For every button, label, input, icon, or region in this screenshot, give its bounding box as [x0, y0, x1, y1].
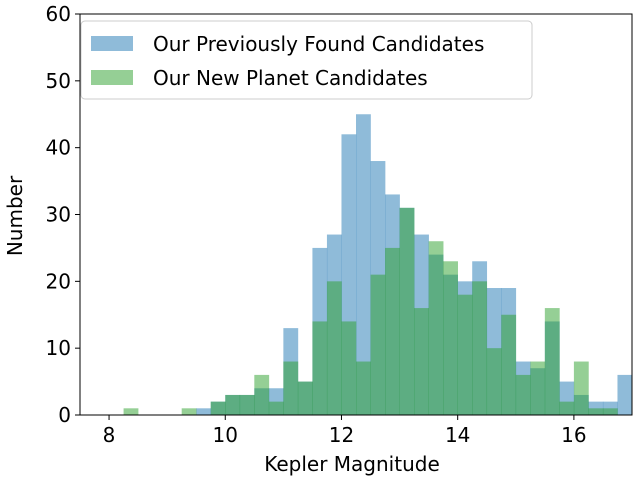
histogram-bar: [602, 408, 618, 415]
x-tick-label: 10: [213, 423, 238, 447]
y-tick-label: 60: [46, 2, 71, 26]
histogram-bar: [414, 308, 429, 415]
legend-label-new: Our New Planet Candidates: [153, 66, 428, 90]
y-tick-label: 30: [46, 203, 71, 227]
histogram-bar: [254, 374, 270, 415]
histogram-bar: [326, 281, 342, 415]
histogram-bar: [239, 394, 255, 415]
y-tick-label: 50: [46, 69, 71, 93]
histogram-bar: [544, 308, 560, 415]
histogram-bar: [399, 207, 415, 415]
histogram-bar: [501, 314, 517, 415]
histogram-bar: [617, 374, 633, 415]
x-tick-label: 8: [103, 423, 116, 447]
series-new-candidates: [123, 207, 618, 415]
histogram-bar: [210, 401, 226, 415]
y-axis-label: Number: [3, 175, 27, 256]
legend-swatch-previous: [91, 36, 133, 51]
legend-swatch-new: [91, 70, 133, 85]
histogram-bar: [457, 294, 473, 415]
legend-label-previous: Our Previously Found Candidates: [153, 32, 484, 56]
histogram-bar: [268, 401, 284, 415]
histogram-bar: [443, 261, 458, 415]
histogram-bar: [341, 321, 357, 415]
histogram-bar: [573, 361, 589, 415]
histogram-bar: [196, 408, 212, 415]
histogram-bar: [356, 114, 371, 415]
histogram-bar: [370, 274, 386, 415]
histogram-bar: [428, 241, 444, 415]
histogram-bar: [530, 361, 546, 415]
bars-layer: [123, 114, 633, 416]
x-tick-label: 14: [445, 423, 470, 447]
y-tick-label: 40: [46, 136, 71, 160]
histogram-bar: [225, 394, 241, 415]
histogram-bar: [472, 281, 488, 415]
y-axis-ticks: 0 10 20 30 40 50 60: [46, 2, 80, 427]
histogram-bar: [588, 408, 604, 415]
y-tick-label: 20: [46, 269, 71, 293]
x-tick-label: 16: [561, 423, 586, 447]
histogram-bar: [297, 381, 313, 415]
histogram-bar: [123, 408, 139, 415]
x-tick-label: 12: [329, 423, 354, 447]
histogram-bar: [515, 374, 531, 415]
x-axis-label: Kepler Magnitude: [264, 452, 440, 476]
histogram-bar: [312, 321, 328, 415]
histogram-bar: [559, 401, 575, 415]
legend: Our Previously Found Candidates Our New …: [80, 20, 533, 100]
y-tick-label: 10: [46, 336, 71, 360]
histogram-bar: [181, 408, 197, 415]
histogram-bar: [356, 361, 371, 415]
histogram-bar: [486, 348, 502, 415]
x-axis-ticks: 8 10 12 14 16: [103, 415, 587, 447]
y-tick-label: 0: [58, 403, 71, 427]
histogram-bar: [385, 247, 400, 415]
histogram-bar: [283, 361, 299, 415]
legend-box: [80, 20, 533, 100]
